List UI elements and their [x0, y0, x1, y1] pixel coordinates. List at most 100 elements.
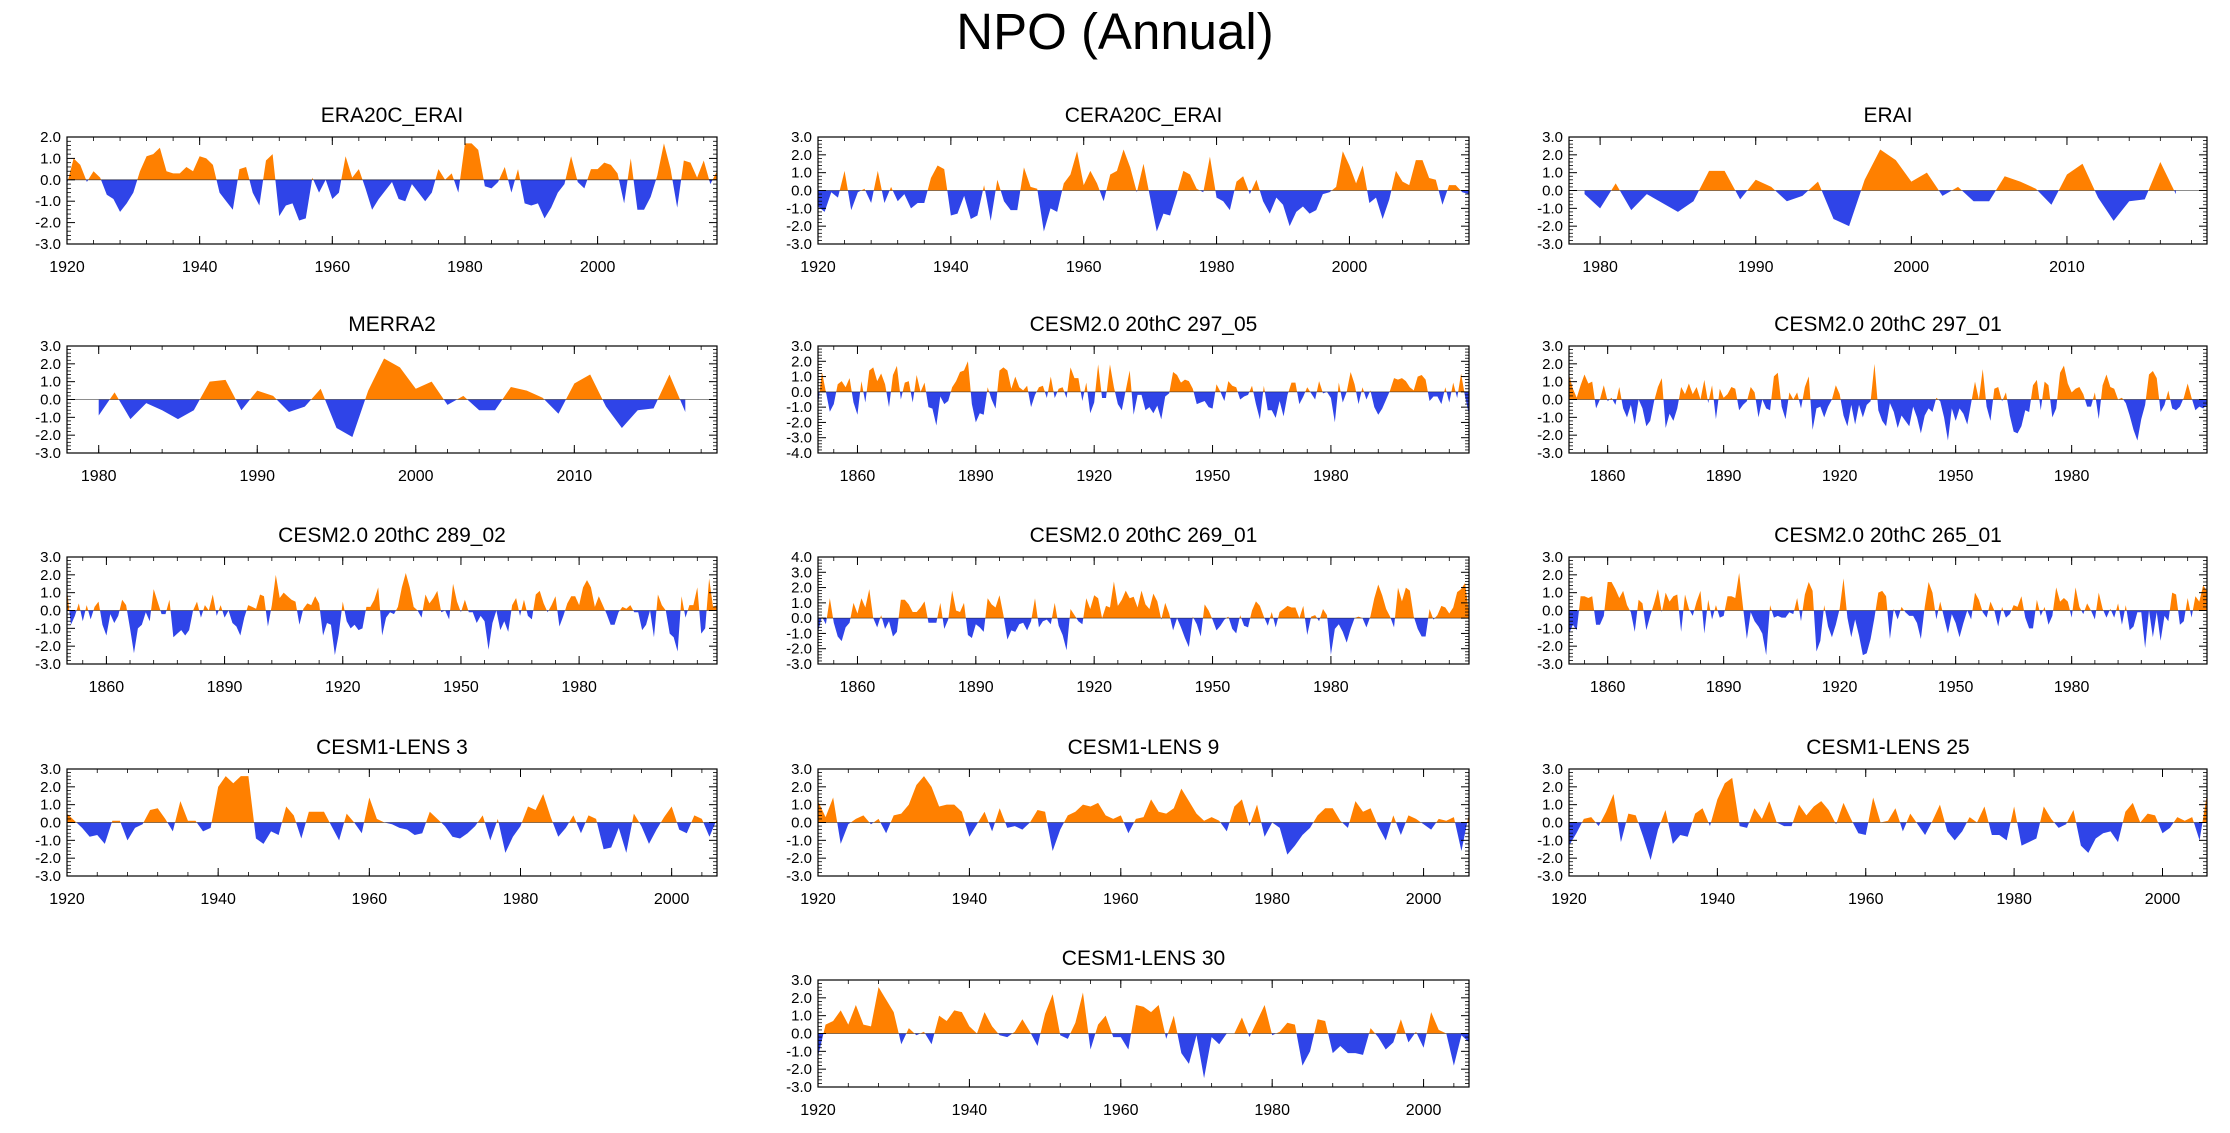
y-tick-label: 2.0 — [1542, 779, 1563, 796]
panel-title: CESM2.0 20thC 269_01 — [1030, 524, 1258, 547]
y-tick-label: 1.0 — [40, 374, 61, 391]
x-tick-label: 1990 — [239, 468, 275, 485]
negative-anomaly-area — [818, 190, 1469, 232]
x-tick-label: 1920 — [1551, 891, 1587, 908]
panel-title: CESM1-LENS 9 — [1068, 736, 1220, 759]
x-tick-label: 1860 — [89, 679, 125, 696]
y-tick-label: 1.0 — [1542, 585, 1563, 602]
y-tick-label: -2.0 — [1537, 638, 1563, 655]
y-tick-label: -2.0 — [786, 218, 812, 235]
y-tick-label: 0.0 — [40, 815, 61, 832]
positive-anomaly-area — [67, 776, 717, 823]
y-tick-label: 1.0 — [1542, 165, 1563, 182]
x-tick-label: 1950 — [1195, 468, 1231, 485]
x-tick-label: 1920 — [1822, 679, 1858, 696]
x-tick-label: 1980 — [1254, 1102, 1290, 1119]
positive-anomaly-area — [1569, 777, 2207, 823]
y-tick-label: 0.0 — [1542, 815, 1563, 832]
x-tick-label: 1950 — [443, 679, 479, 696]
y-tick-label: 3.0 — [1542, 761, 1563, 778]
y-tick-label: 2.0 — [40, 129, 61, 146]
x-tick-label: 1920 — [1822, 468, 1858, 485]
x-tick-label: 1960 — [352, 891, 388, 908]
page-title: NPO (Annual) — [956, 3, 1274, 60]
x-tick-label: 1920 — [800, 1102, 836, 1119]
y-tick-label: -1.0 — [786, 625, 812, 642]
y-tick-label: -4.0 — [786, 445, 812, 462]
x-tick-label: 1980 — [81, 468, 117, 485]
x-tick-label: 2010 — [557, 468, 593, 485]
negative-anomaly-area — [67, 822, 717, 853]
negative-anomaly-area — [98, 399, 686, 437]
chart-panel: CERA20C_ERAI 3.02.01.00.0-1.0-2.0-3.0 1920… — [786, 104, 1470, 276]
y-tick-label: 2.0 — [40, 779, 61, 796]
y-tick-label: 3.0 — [40, 549, 61, 566]
y-tick-label: 0.0 — [40, 603, 61, 620]
y-tick-label: 3.0 — [40, 338, 61, 355]
x-tick-label: 1920 — [49, 891, 85, 908]
x-tick-label: 1960 — [1848, 891, 1884, 908]
y-tick-label: -3.0 — [35, 236, 61, 253]
x-tick-label: 1980 — [1313, 468, 1349, 485]
x-tick-label: 1890 — [1706, 679, 1742, 696]
y-tick-label: 3.0 — [791, 972, 812, 989]
panel-title: CESM1-LENS 25 — [1806, 736, 1969, 759]
x-tick-label: 1920 — [49, 259, 85, 276]
y-tick-label: 0.0 — [791, 384, 812, 401]
x-tick-label: 2000 — [1332, 259, 1368, 276]
y-tick-label: 3.0 — [1542, 338, 1563, 355]
y-tick-label: -2.0 — [786, 1061, 812, 1078]
x-tick-label: 2000 — [2145, 891, 2181, 908]
x-tick-label: 1940 — [1700, 891, 1736, 908]
x-tick-label: 1890 — [958, 468, 994, 485]
chart-panel: CESM1-LENS 25 3.02.01.00.0-1.0-2.0-3.0 192… — [1537, 736, 2208, 908]
x-tick-label: 1920 — [325, 679, 361, 696]
x-tick-label: 1980 — [561, 679, 597, 696]
chart-panel: CESM2.0 20thC 297_05 3.02.01.00.0-1.0-2.0… — [786, 313, 1470, 485]
negative-anomaly-area — [1584, 190, 2176, 227]
y-tick-label: -3.0 — [786, 430, 812, 447]
y-tick-label: -3.0 — [1537, 656, 1563, 673]
plot-frame — [66, 136, 718, 245]
positive-anomaly-area — [1569, 573, 2207, 611]
panel-title: CESM2.0 20thC 289_02 — [278, 524, 506, 547]
chart-panel: CESM1-LENS 30 3.02.01.00.0-1.0-2.0-3.0 192… — [786, 947, 1470, 1119]
y-tick-label: 1.0 — [40, 150, 61, 167]
y-tick-label: -1.0 — [35, 832, 61, 849]
panel-title: CESM2.0 20thC 297_01 — [1774, 313, 2002, 336]
y-tick-label: -3.0 — [786, 868, 812, 885]
plot-frame — [817, 556, 1470, 665]
x-tick-label: 1960 — [315, 259, 351, 276]
y-tick-label: 1.0 — [791, 595, 812, 612]
x-tick-label: 1980 — [1254, 891, 1290, 908]
x-tick-label: 1980 — [1582, 259, 1618, 276]
x-tick-label: 1940 — [952, 891, 988, 908]
panel-title: CESM2.0 20thC 297_05 — [1030, 313, 1258, 336]
chart-panel: ERA20C_ERAI 2.0 1.0 0.0 -1.0 -2.0 -3.0 1920 1940… — [35, 104, 718, 276]
negative-anomaly-area — [1569, 610, 2207, 656]
y-tick-label: -3.0 — [786, 236, 812, 253]
y-tick-label: 2.0 — [40, 567, 61, 584]
y-tick-label: -2.0 — [35, 850, 61, 867]
x-tick-label: 1920 — [1076, 468, 1112, 485]
positive-anomaly-area — [67, 143, 717, 180]
chart-panel: CESM1-LENS 9 3.02.01.00.0-1.0-2.0-3.0 1920… — [786, 736, 1470, 908]
chart-panel: CESM2.0 20thC 269_014.03.02.01.00.0-1.0-… — [786, 524, 1470, 696]
positive-anomaly-area — [818, 149, 1469, 191]
y-tick-label: -2.0 — [35, 215, 61, 232]
positive-anomaly-area — [1584, 149, 2176, 191]
x-tick-label: 2000 — [1406, 891, 1442, 908]
y-tick-label: 0.0 — [1542, 392, 1563, 409]
chart-panel: CESM2.0 20thC 297_01 3.02.01.00.0-1.0-2.0… — [1537, 313, 2208, 485]
x-tick-label: 1980 — [1199, 259, 1235, 276]
y-tick-label: -1.0 — [1537, 409, 1563, 426]
chart-panel: CESM1-LENS 3 3.02.01.00.0-1.0-2.0-3.0 1920… — [35, 736, 718, 908]
y-tick-label: 1.0 — [791, 797, 812, 814]
y-tick-label: -3.0 — [1537, 236, 1563, 253]
y-tick-label: 1.0 — [791, 1008, 812, 1025]
y-tick-label: -3.0 — [1537, 868, 1563, 885]
y-tick-label: -3.0 — [786, 1079, 812, 1096]
y-tick-label: 2.0 — [791, 990, 812, 1007]
y-tick-label: 2.0 — [1542, 356, 1563, 373]
panel-title: CESM1-LENS 30 — [1062, 947, 1225, 970]
